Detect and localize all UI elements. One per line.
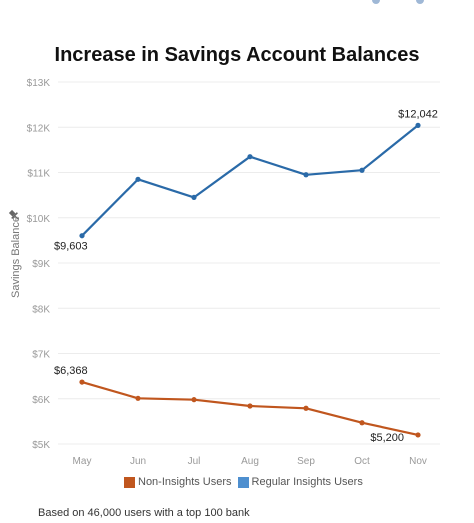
top-indicator-dot [372, 0, 380, 4]
data-point[interactable] [415, 432, 421, 438]
data-point[interactable] [135, 176, 141, 182]
grid-lines [58, 81, 440, 445]
y-tick-label: $13K [27, 78, 51, 89]
y-tick-label: $12K [27, 123, 51, 134]
y-tick-label: $11K [27, 169, 50, 180]
line-chart: $5K $6K $7K $8K $9K $10K $11K $12K $13K May Jun Ju… [8, 78, 440, 467]
x-tick-label: May [73, 456, 92, 467]
y-tick-label: $5K [32, 440, 50, 451]
top-indicator-dot [416, 0, 424, 4]
y-tick-label: $6K [32, 395, 50, 406]
data-point[interactable] [415, 122, 421, 128]
legend-label-regular-insights: Regular Insights Users [251, 476, 363, 488]
y-tick-label: $10K [27, 214, 51, 225]
legend-item-regular-insights[interactable]: Regular Insights Users [237, 476, 363, 488]
data-point[interactable] [79, 379, 85, 385]
series-line[interactable] [81, 124, 419, 237]
data-point[interactable] [135, 395, 141, 401]
legend-swatch-non-insights [124, 476, 135, 488]
x-tick-label: Nov [409, 456, 427, 467]
data-point[interactable] [359, 420, 365, 426]
y-tick-label: $7K [32, 350, 50, 361]
data-label: $6,368 [54, 365, 88, 377]
x-tick-label: Aug [241, 456, 259, 467]
x-tick-labels: May Jun Jul Aug Sep Oct Nov [73, 456, 427, 467]
data-point[interactable] [247, 154, 253, 160]
y-tick-label: $8K [32, 304, 50, 315]
chart-title: Increase in Savings Account Balances [54, 44, 420, 66]
data-point[interactable] [191, 397, 197, 403]
series-lines [81, 124, 419, 436]
data-label: $5,200 [370, 432, 404, 444]
x-tick-label: Jul [188, 456, 201, 467]
data-label: $12,042 [398, 108, 438, 120]
y-tick-labels: $5K $6K $7K $8K $9K $10K $11K $12K $13K [27, 78, 51, 451]
legend-item-non-insights[interactable]: Non-Insights Users [124, 476, 232, 488]
data-point[interactable] [79, 233, 85, 239]
data-point[interactable] [359, 167, 365, 173]
y-axis-label-group: Savings Balance [10, 216, 22, 298]
data-label: $9,603 [54, 241, 88, 253]
data-point[interactable] [247, 403, 253, 409]
y-axis-label: Savings Balance [10, 216, 22, 298]
x-tick-label: Sep [297, 456, 315, 467]
x-tick-label: Oct [354, 456, 370, 467]
y-tick-label: $9K [32, 259, 50, 270]
data-labels: $9,603 $12,042 $6,368 $5,200 [54, 108, 438, 444]
series-points [79, 122, 421, 438]
chart-legend: Non-Insights Users Regular Insights User… [124, 476, 369, 488]
data-point[interactable] [191, 194, 197, 200]
pin-icon[interactable] [8, 209, 21, 222]
data-point[interactable] [303, 172, 309, 178]
x-tick-label: Jun [130, 456, 146, 467]
legend-swatch-regular-insights [237, 476, 249, 488]
footnote: Based on 46,000 users with a top 100 ban… [38, 507, 250, 519]
data-point[interactable] [303, 405, 309, 411]
legend-label-non-insights: Non-Insights Users [138, 476, 232, 488]
